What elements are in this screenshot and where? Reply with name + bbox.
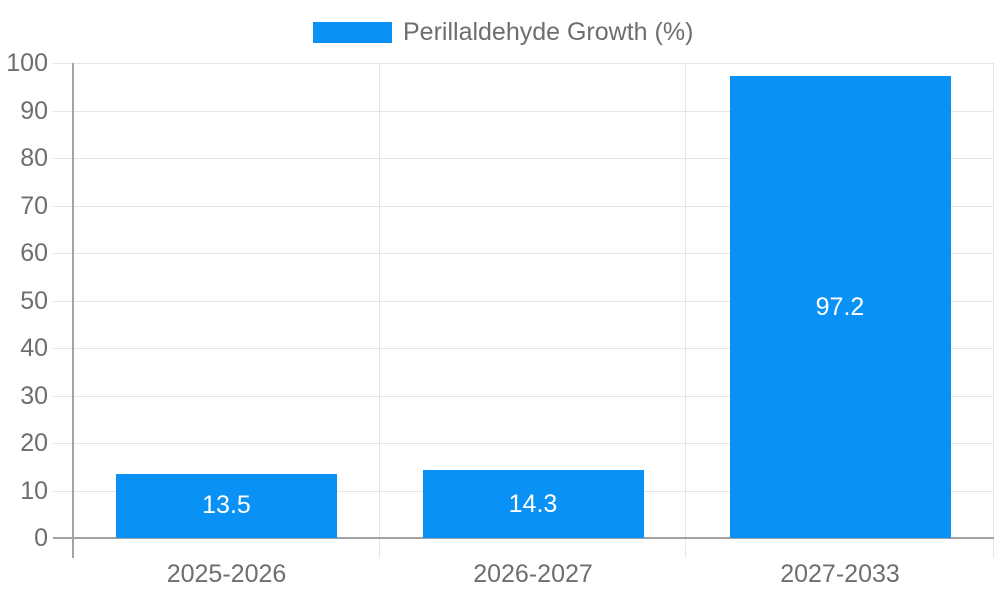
y-axis-tick-label: 10 [20,476,48,505]
h-gridline [53,63,994,64]
h-gridline [53,110,994,112]
h-gridline [53,348,994,349]
x-axis-tick-label: 2025-2026 [166,560,287,588]
y-axis-tick-label: 80 [20,144,48,172]
y-axis-tick-label: 20 [20,429,48,457]
legend: Perillaldehyde Growth (%) [313,20,693,45]
y-axis-tick-label: 90 [20,96,48,125]
x-axis-line [53,537,994,539]
x-axis-tick-label: 2026-2027 [473,560,593,588]
bar-value-label: 13.5 [202,491,251,520]
h-gridline [53,158,994,159]
y-axis-tick-label: 100 [6,49,48,77]
v-gridline [993,63,994,558]
x-axis-tick-label: 2027-2033 [780,560,900,588]
h-gridline [53,205,994,207]
y-axis-tick-label: 70 [20,191,48,220]
legend-swatch [313,22,392,43]
v-gridline [685,63,686,558]
h-gridline [53,395,994,397]
y-axis-tick-label: 50 [20,286,48,315]
y-axis-line [72,63,74,558]
y-axis-tick-label: 0 [34,524,48,552]
bar-value-label: 14.3 [508,489,558,518]
bar-2026-2027: 14.3 [422,470,644,538]
legend-label: Perillaldehyde Growth (%) [403,18,694,46]
h-gridline [53,253,994,254]
h-gridline [53,300,994,302]
h-gridline [53,443,994,444]
bar-2027-2033: 97.2 [729,76,951,538]
bar-value-label: 97.2 [815,292,865,321]
bar-2025-2026: 13.5 [116,473,337,538]
y-axis-tick-label: 40 [20,334,48,362]
v-gridline [379,63,380,558]
y-axis-tick-label: 60 [20,239,48,267]
y-axis-tick-label: 30 [20,381,48,410]
